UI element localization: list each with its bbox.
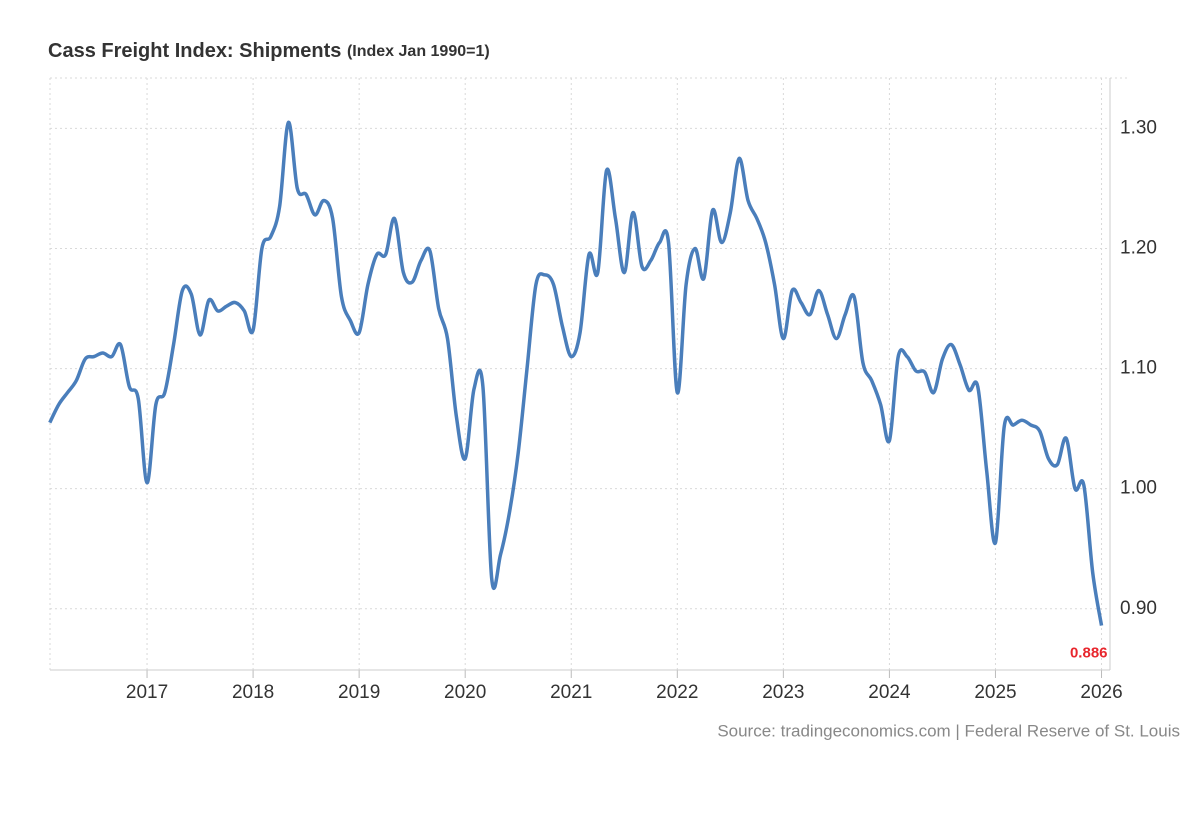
series-line	[48, 120, 1104, 626]
y-tick-label: 1.30	[1120, 117, 1157, 138]
x-tick-label: 2017	[126, 682, 168, 703]
x-tick-label: 2025	[974, 682, 1016, 703]
x-tick-label: 2021	[550, 682, 592, 703]
y-tick-label: 1.20	[1120, 238, 1157, 259]
chart-title: Cass Freight Index: Shipments (Index Jan…	[48, 40, 490, 62]
x-tick-label: 2024	[868, 682, 911, 703]
y-tick-label: 1.10	[1120, 358, 1157, 379]
x-tick-label: 2023	[762, 682, 804, 703]
x-tick-label: 2026	[1080, 682, 1122, 703]
x-tick-label: 2018	[232, 682, 274, 703]
x-tick-label: 2020	[444, 682, 486, 703]
source: Source: tradingeconomics.com | Federal R…	[717, 721, 1180, 740]
subtitle: (Index Jan 1990=1)	[347, 43, 490, 60]
y-tick-label: 1.00	[1120, 478, 1157, 499]
x-tick-label: 2022	[656, 682, 698, 703]
title: Cass Freight Index: Shipments	[48, 40, 341, 62]
x-tick-label: 2019	[338, 682, 380, 703]
value-label: 0.886	[1070, 645, 1108, 662]
y-tick-label: 0.90	[1120, 598, 1157, 619]
